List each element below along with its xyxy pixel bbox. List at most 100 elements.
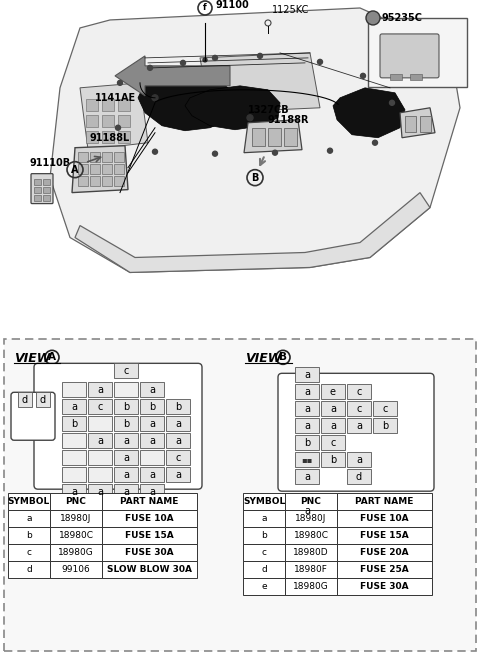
Bar <box>114 484 138 499</box>
Bar <box>88 417 112 431</box>
Bar <box>347 452 371 467</box>
Text: 1327CB: 1327CB <box>248 105 289 115</box>
Text: b: b <box>261 531 267 540</box>
Text: a: a <box>356 421 362 431</box>
Bar <box>390 74 402 80</box>
FancyBboxPatch shape <box>368 18 467 87</box>
Bar <box>8 544 50 561</box>
Bar <box>86 99 98 111</box>
Text: a: a <box>149 384 155 395</box>
Bar <box>114 364 138 379</box>
Text: a: a <box>149 470 155 479</box>
Bar <box>90 164 100 174</box>
Text: 18980J: 18980J <box>60 514 92 523</box>
Bar <box>114 450 138 465</box>
Bar <box>114 400 138 414</box>
Bar <box>295 469 319 484</box>
Text: FUSE 15A: FUSE 15A <box>125 531 174 540</box>
Text: SYMBOL: SYMBOL <box>8 497 50 506</box>
Text: a: a <box>97 487 103 496</box>
Bar <box>405 116 416 132</box>
Text: c: c <box>175 453 180 462</box>
Text: e: e <box>330 387 336 397</box>
Circle shape <box>273 150 277 155</box>
Bar <box>285 493 337 510</box>
Text: 18980G: 18980G <box>293 582 329 591</box>
Circle shape <box>153 149 157 154</box>
Bar <box>420 116 431 132</box>
Bar <box>88 433 112 448</box>
Bar <box>18 392 32 407</box>
Bar <box>285 510 337 527</box>
Text: a: a <box>261 514 267 523</box>
Bar <box>118 115 130 127</box>
Bar <box>321 452 345 467</box>
FancyBboxPatch shape <box>34 364 202 489</box>
Bar <box>140 383 164 398</box>
Text: 18980F: 18980F <box>294 565 328 574</box>
Text: SLOW BLOW 30A: SLOW BLOW 30A <box>107 565 192 574</box>
Bar <box>78 176 88 185</box>
Text: b: b <box>71 419 77 429</box>
Bar <box>102 561 197 578</box>
Bar <box>114 417 138 431</box>
Text: a: a <box>123 453 129 462</box>
Circle shape <box>203 58 207 62</box>
Bar <box>140 467 164 482</box>
Polygon shape <box>75 193 430 272</box>
Polygon shape <box>244 120 302 153</box>
Bar <box>295 367 319 383</box>
Bar <box>43 187 50 193</box>
Text: 91188L: 91188L <box>90 133 130 143</box>
Bar <box>337 510 432 527</box>
Bar <box>86 115 98 127</box>
Text: a: a <box>356 455 362 464</box>
Circle shape <box>247 115 253 121</box>
Text: a: a <box>304 370 310 380</box>
Bar <box>62 417 86 431</box>
Text: d: d <box>40 395 46 405</box>
Text: SYMBOL: SYMBOL <box>243 497 285 506</box>
Bar <box>62 484 86 499</box>
Bar <box>62 433 86 448</box>
Bar <box>140 450 164 465</box>
Text: c: c <box>356 403 362 414</box>
Bar <box>337 544 432 561</box>
Text: a: a <box>175 436 181 446</box>
Bar <box>62 400 86 414</box>
Text: b: b <box>175 402 181 412</box>
Bar <box>88 383 112 398</box>
Text: a: a <box>304 403 310 414</box>
Bar <box>321 402 345 417</box>
Bar <box>166 400 190 414</box>
Text: FUSE 10A: FUSE 10A <box>125 514 174 523</box>
Bar <box>295 402 319 417</box>
Bar <box>34 195 41 200</box>
FancyBboxPatch shape <box>278 373 434 491</box>
Polygon shape <box>200 53 320 113</box>
Text: 18980G: 18980G <box>58 548 94 557</box>
Bar <box>140 484 164 499</box>
Bar <box>88 467 112 482</box>
Bar <box>86 131 98 143</box>
Bar <box>347 402 371 417</box>
Polygon shape <box>185 86 280 130</box>
Text: c: c <box>330 438 336 448</box>
Circle shape <box>213 56 217 60</box>
Text: a: a <box>149 419 155 429</box>
Bar <box>102 176 112 185</box>
Bar <box>8 510 50 527</box>
Text: a: a <box>175 419 181 429</box>
Bar <box>102 131 114 143</box>
Bar <box>114 176 124 185</box>
Text: c: c <box>382 403 388 414</box>
Text: PART NAME: PART NAME <box>355 497 414 506</box>
Text: PART NAME: PART NAME <box>120 497 179 506</box>
Bar <box>102 544 197 561</box>
Text: a: a <box>123 470 129 479</box>
Text: a: a <box>304 472 310 481</box>
Text: a: a <box>71 487 77 496</box>
Text: ▪▪: ▪▪ <box>301 455 312 464</box>
Bar <box>285 527 337 544</box>
Bar <box>295 452 319 467</box>
